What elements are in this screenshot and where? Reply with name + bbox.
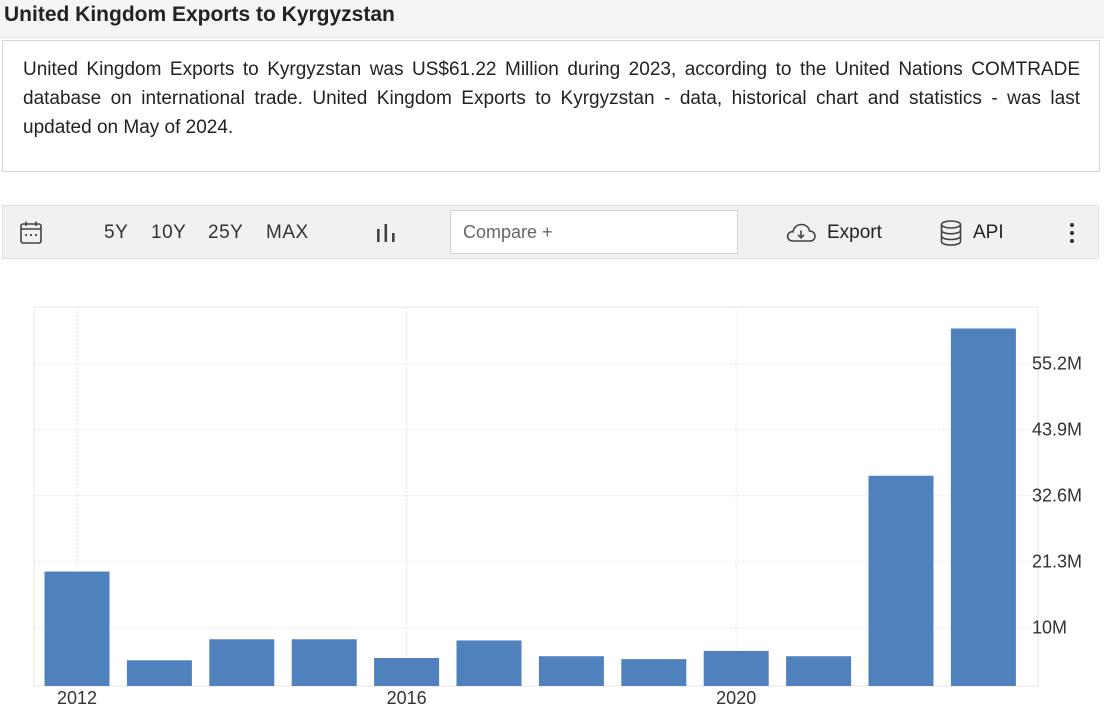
bar-2019 xyxy=(621,659,687,686)
x-tick-label: 2012 xyxy=(57,688,97,708)
database-icon xyxy=(940,220,962,246)
bar-chart: 10M 21.3M 32.6M 43.9M 55.2M 2012 2016 2020 xyxy=(33,306,1082,708)
bar-chart-icon[interactable] xyxy=(375,206,397,260)
x-tick-label: 2016 xyxy=(387,688,427,708)
bar-2023 xyxy=(950,328,1016,686)
description-text: United Kingdom Exports to Kyrgyzstan was… xyxy=(23,59,1080,138)
y-tick-label: 10M xyxy=(1032,618,1067,638)
page-title: United Kingdom Exports to Kyrgyzstan xyxy=(4,3,395,26)
y-tick-label: 32.6M xyxy=(1032,486,1082,506)
bar-2016 xyxy=(374,657,440,686)
chart-toolbar: 5Y 10Y 25Y MAX Export API xyxy=(2,205,1099,259)
range-max-button[interactable]: MAX xyxy=(266,222,309,243)
bar-2012 xyxy=(44,571,110,686)
page-header: United Kingdom Exports to Kyrgyzstan xyxy=(0,0,1104,38)
range-25y-button[interactable]: 25Y xyxy=(208,222,244,243)
bar-2020 xyxy=(703,650,769,686)
range-5y-button[interactable]: 5Y xyxy=(104,222,129,243)
compare-input[interactable] xyxy=(450,210,738,254)
bar-2017 xyxy=(456,640,522,686)
bar-2021 xyxy=(786,656,852,686)
api-label: API xyxy=(973,222,1004,243)
bar-2013 xyxy=(126,660,192,686)
bar-2022 xyxy=(868,475,934,686)
calendar-icon[interactable] xyxy=(19,206,43,260)
description-box: United Kingdom Exports to Kyrgyzstan was… xyxy=(2,40,1100,172)
more-vertical-icon[interactable] xyxy=(1067,206,1077,260)
bar-2018 xyxy=(538,656,604,686)
plot-frame xyxy=(33,306,1039,687)
chart-area: 10M 21.3M 32.6M 43.9M 55.2M 2012 2016 2020 xyxy=(0,260,1104,711)
y-tick-label: 55.2M xyxy=(1032,354,1082,374)
y-tick-label: 21.3M xyxy=(1032,552,1082,572)
cloud-download-icon xyxy=(786,223,816,242)
range-10y-button[interactable]: 10Y xyxy=(151,222,187,243)
x-tick-label: 2020 xyxy=(716,688,756,708)
y-tick-label: 43.9M xyxy=(1032,420,1082,440)
export-label: Export xyxy=(827,222,882,243)
api-button[interactable]: API xyxy=(939,206,1004,260)
export-button[interactable]: Export xyxy=(785,206,882,260)
bar-2014 xyxy=(209,639,275,686)
bar-2015 xyxy=(291,639,357,686)
